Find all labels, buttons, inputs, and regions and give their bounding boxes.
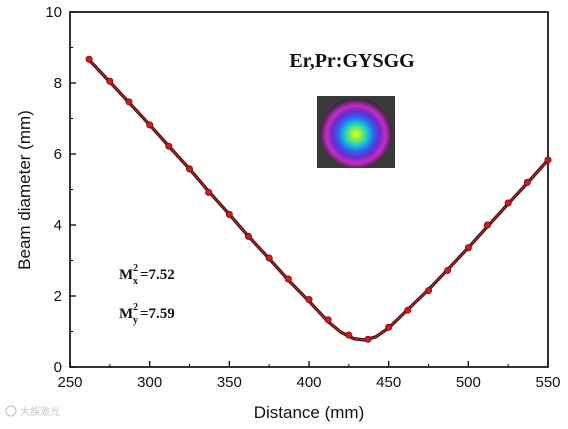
my-sup: 2 [133,302,138,313]
data-point [85,55,93,63]
y-tick-label: 8 [54,75,62,92]
data-point [424,287,432,295]
svg-text:M: M [119,306,133,322]
data-point [305,296,313,304]
data-point [265,254,273,262]
data-point [483,221,491,229]
y-axis-label: Beam diameter (mm) [15,110,34,270]
mx-value: =7.52 [140,267,175,283]
data-point [125,98,133,106]
x-tick-label: 300 [137,374,162,391]
mx-base: M [119,267,133,283]
data-point [385,323,393,331]
x-tick-label: 250 [57,374,82,391]
data-point [504,199,512,207]
data-point [225,210,233,218]
beam-profile-image [317,96,395,168]
data-point [205,188,213,196]
data-point [106,77,114,85]
data-point [345,331,353,339]
x-tick-label: 350 [217,374,242,391]
x-axis-ticks: 250 300 350 400 450 500 550 [57,361,561,391]
my-annotation: M 2 y =7.59 [119,302,175,326]
mx-sup: 2 [133,263,138,274]
svg-text:M: M [119,267,133,283]
my-sub: y [133,315,138,326]
my-value: =7.59 [140,306,175,322]
data-point [364,335,372,343]
data-point [523,178,531,186]
data-point [464,244,472,252]
fit-curve [88,59,549,341]
data-point [146,121,154,129]
y-axis-ticks: 0 2 4 6 8 10 [45,4,76,376]
mx-annotation: M 2 x =7.52 [119,263,175,287]
data-point [165,142,173,150]
y-tick-label: 4 [54,217,62,234]
data-point [186,165,194,173]
data-point [244,232,252,240]
x-tick-label: 400 [296,374,321,391]
data-point [444,266,452,274]
watermark-text: 大族激光 [20,405,60,418]
y-tick-label: 2 [54,288,62,305]
y-tick-label: 6 [54,146,62,163]
y-tick-label: 10 [45,4,62,21]
fit-curve-layer [87,58,550,342]
my-base: M [119,306,133,322]
x-tick-label: 550 [535,374,560,391]
x-tick-label: 500 [456,374,481,391]
x-tick-label: 450 [376,374,401,391]
y-tick-label: 0 [54,359,62,376]
data-point [284,275,292,283]
data-point [324,316,332,324]
chart-title: Er,Pr:GYSGG [289,50,415,72]
mx-sub: x [133,276,138,287]
data-point [404,306,412,314]
data-point [544,156,552,164]
data-points-layer [85,55,552,343]
x-axis-label: Distance (mm) [254,403,365,422]
watermark: 大族激光 [5,405,60,418]
